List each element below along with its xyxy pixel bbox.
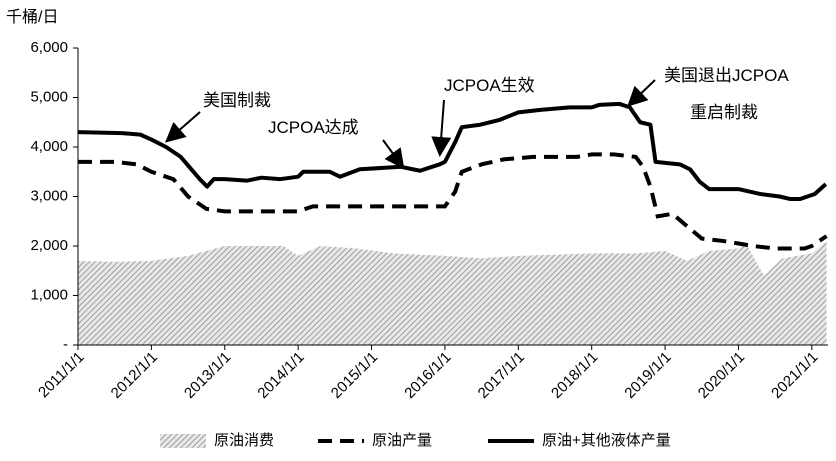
x-tick-label: 2014/1/1: [254, 349, 307, 402]
x-tick-label: 2018/1/1: [548, 349, 601, 402]
y-axis-label: 千桶/日: [6, 8, 58, 26]
annotation-arrow: [382, 139, 405, 170]
y-tick-label: -: [63, 336, 68, 353]
legend-label: 原油消费: [214, 432, 274, 449]
annotation: JCPOA达成: [268, 118, 359, 137]
line: [77, 101, 828, 201]
x-tick-label: 2019/1/1: [621, 349, 674, 402]
area: [78, 241, 827, 345]
x-tick-label: 2021/1/1: [768, 349, 821, 402]
legend-label: 原油产量: [372, 432, 432, 449]
y-tick-label: 5,000: [30, 88, 68, 105]
annotation-arrow: [627, 79, 656, 107]
y-tick-label: 1,000: [30, 286, 68, 303]
line: [78, 152, 828, 251]
y-tick-label: 4,000: [30, 138, 68, 155]
annotation-arrow: [431, 99, 452, 157]
x-tick-label: 2011/1/1: [35, 349, 88, 402]
y-tick-label: 6,000: [30, 39, 68, 56]
x-tick-label: 2016/1/1: [401, 349, 454, 402]
x-tick-label: 2020/1/1: [695, 349, 748, 402]
annotation: 美国退出JCPOA: [664, 66, 789, 85]
x-tick-label: 2017/1/1: [475, 349, 528, 402]
plot-area: - 1,000 2,000 3,000 4,000 5,000 6,000 2011/1/1 2…: [30, 39, 828, 449]
x-tick-label: 2015/1/1: [328, 349, 381, 402]
x-tick-label: 2012/1/1: [108, 349, 161, 402]
y-tick-label: 3,000: [30, 187, 68, 204]
x-tick-label: 2013/1/1: [181, 349, 234, 402]
annotation: JCPOA生效: [444, 76, 535, 95]
annotation: 重启制裁: [690, 103, 758, 122]
y-tick-label: 2,000: [30, 237, 68, 254]
annotation-arrow: [164, 111, 201, 143]
annotation: 美国制裁: [203, 91, 271, 110]
legend-label: 原油+其他液体产量: [542, 432, 671, 449]
legend-swatch: [160, 434, 206, 448]
